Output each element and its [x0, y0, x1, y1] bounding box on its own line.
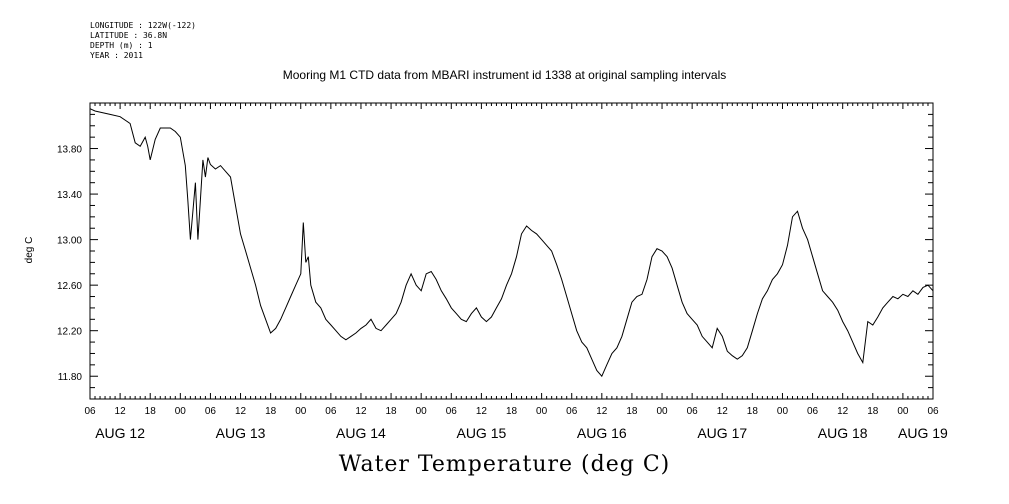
y-tick-label: 12.20 — [57, 327, 82, 338]
y-tick-label: 13.00 — [57, 236, 82, 247]
x-day-label: AUG 17 — [697, 425, 747, 441]
x-tick-label: 06 — [687, 406, 699, 417]
x-tick-label: 12 — [235, 406, 247, 417]
x-tick-label: 12 — [355, 406, 367, 417]
x-day-label: AUG 19 — [898, 425, 948, 441]
latitude-label: LATITUDE : 36.8N — [90, 31, 168, 40]
x-tick-label: 18 — [867, 406, 879, 417]
series-line — [89, 108, 934, 378]
x-tick-label: 06 — [807, 406, 819, 417]
x-tick-label: 12 — [115, 406, 127, 417]
metadata-block: LONGITUDE : 122W(-122) LATITUDE : 36.8N … — [90, 21, 196, 61]
x-tick-label: 18 — [747, 406, 759, 417]
year-label: YEAR : 2011 — [90, 51, 143, 60]
x-tick-label: 00 — [416, 406, 428, 417]
x-tick-label: 00 — [536, 406, 548, 417]
x-tick-label: 00 — [295, 406, 307, 417]
x-day-label: AUG 12 — [95, 425, 145, 441]
x-tick-label: 18 — [145, 406, 157, 417]
y-tick-label: 11.80 — [58, 372, 83, 383]
x-day-label: AUG 15 — [456, 425, 506, 441]
x-day-label: AUG 14 — [336, 425, 386, 441]
x-day-label: AUG 13 — [216, 425, 266, 441]
x-tick-label: 18 — [265, 406, 277, 417]
x-tick-label: 18 — [506, 406, 518, 417]
x-tick-label: 06 — [566, 406, 578, 417]
y-tick-label: 13.40 — [57, 190, 82, 201]
x-tick-label: 00 — [777, 406, 789, 417]
x-tick-label: 06 — [927, 406, 939, 417]
x-tick-label: 06 — [446, 406, 458, 417]
chart-title: Mooring M1 CTD data from MBARI instrumen… — [282, 68, 727, 82]
x-tick-label: 12 — [717, 406, 729, 417]
x-tick-label: 06 — [84, 406, 96, 417]
x-tick-label: 18 — [626, 406, 638, 417]
x-tick-label: 12 — [596, 406, 608, 417]
x-day-label: AUG 16 — [577, 425, 627, 441]
x-day-label: AUG 18 — [818, 425, 868, 441]
y-tick-label: 12.60 — [57, 281, 82, 292]
depth-label: DEPTH (m) : 1 — [90, 41, 153, 50]
x-tick-label: 06 — [325, 406, 337, 417]
plot-frame — [89, 102, 934, 400]
longitude-label: LONGITUDE : 122W(-122) — [90, 21, 196, 30]
x-tick-label: 00 — [897, 406, 909, 417]
x-tick-label: 00 — [175, 406, 187, 417]
axes: 06 12 18 00 06 12 18 00 06 12 18 00 06 12 18 00 06 12 18 00… — [57, 102, 948, 441]
x-tick-label: 12 — [476, 406, 488, 417]
x-tick-label: 18 — [386, 406, 398, 417]
bottom-title: Water Temperature (deg C) — [338, 452, 671, 477]
x-tick-label: 00 — [656, 406, 668, 417]
x-tick-label: 06 — [205, 406, 217, 417]
x-tick-label: 12 — [837, 406, 849, 417]
y-axis-label: deg C — [24, 237, 35, 264]
y-tick-label: 13.80 — [57, 145, 82, 156]
